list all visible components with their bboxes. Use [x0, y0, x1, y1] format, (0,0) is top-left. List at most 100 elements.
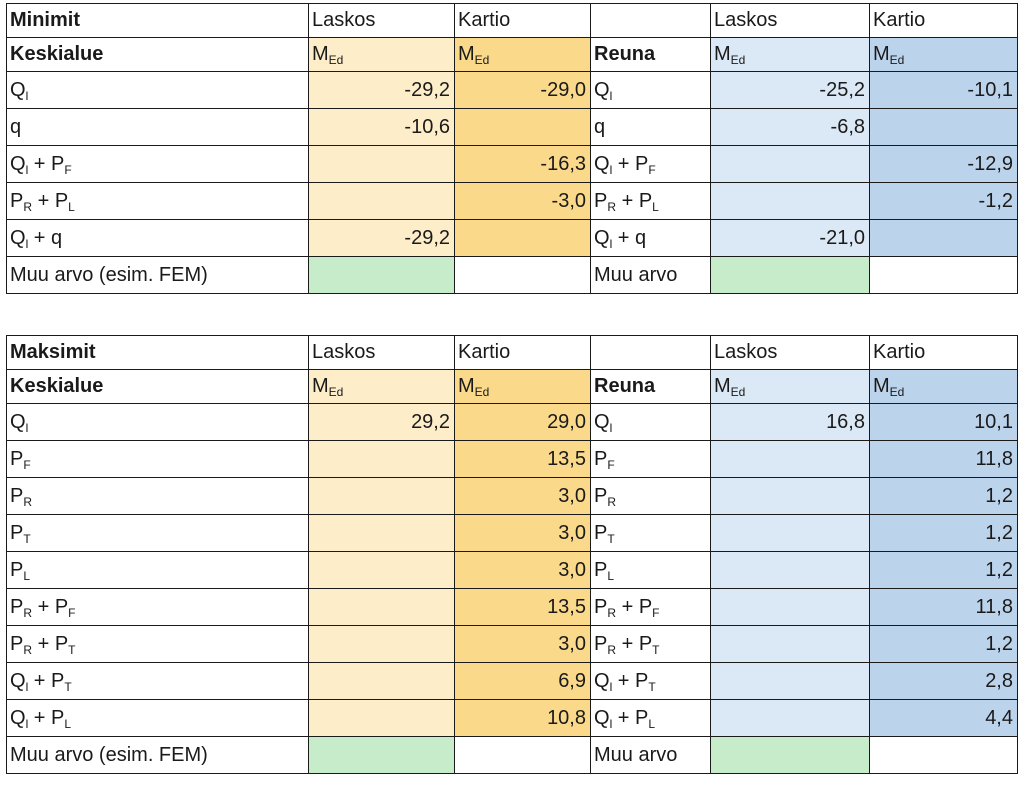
row-label-edge[interactable]: q	[590, 108, 711, 146]
value-kartio-center[interactable]	[454, 219, 591, 257]
row-label[interactable]: Ql	[6, 71, 309, 109]
value-laskos-edge[interactable]	[710, 477, 870, 515]
other-value-blank-center[interactable]	[454, 256, 591, 294]
value-laskos-edge[interactable]	[710, 182, 870, 220]
col-header-kartio-edge[interactable]: Kartio	[869, 3, 1018, 38]
section-edge-label[interactable]: Reuna	[590, 369, 711, 404]
row-label[interactable]: Ql + q	[6, 219, 309, 257]
value-laskos-edge[interactable]	[710, 440, 870, 478]
section-center-label[interactable]: Keskialue	[6, 369, 309, 404]
other-value-input-edge[interactable]	[710, 736, 870, 774]
other-value-label[interactable]: Muu arvo (esim. FEM)	[6, 256, 309, 294]
section-title[interactable]: Maksimit	[6, 335, 309, 370]
row-label[interactable]: Ql + PF	[6, 145, 309, 183]
other-value-input-edge[interactable]	[710, 256, 870, 294]
col-header-laskos[interactable]: Laskos	[308, 335, 455, 370]
value-laskos-edge[interactable]: -6,8	[710, 108, 870, 146]
row-label-edge[interactable]: PT	[590, 514, 711, 552]
row-label-edge[interactable]: Ql	[590, 71, 711, 109]
value-kartio-edge[interactable]: 1,2	[869, 625, 1018, 663]
row-label[interactable]: PL	[6, 551, 309, 589]
section-title[interactable]: Minimit	[6, 3, 309, 38]
value-kartio-edge[interactable]: 10,1	[869, 403, 1018, 441]
row-label-edge[interactable]: Ql + q	[590, 219, 711, 257]
value-laskos-center[interactable]: -29,2	[308, 219, 455, 257]
value-kartio-center[interactable]: -29,0	[454, 71, 591, 109]
value-laskos-edge[interactable]	[710, 625, 870, 663]
row-label-edge[interactable]: Ql + PT	[590, 662, 711, 700]
value-laskos-center[interactable]	[308, 551, 455, 589]
value-kartio-center[interactable]: 3,0	[454, 477, 591, 515]
value-laskos-edge[interactable]	[710, 145, 870, 183]
row-label-edge[interactable]: PF	[590, 440, 711, 478]
row-label[interactable]: PR + PT	[6, 625, 309, 663]
value-kartio-center[interactable]: 29,0	[454, 403, 591, 441]
value-kartio-edge[interactable]: 1,2	[869, 551, 1018, 589]
value-laskos-edge[interactable]: -21,0	[710, 219, 870, 257]
value-kartio-center[interactable]	[454, 108, 591, 146]
row-label[interactable]: Ql + PT	[6, 662, 309, 700]
value-laskos-center[interactable]: 29,2	[308, 403, 455, 441]
value-kartio-edge[interactable]: 2,8	[869, 662, 1018, 700]
value-kartio-center[interactable]: 10,8	[454, 699, 591, 737]
value-laskos-center[interactable]	[308, 145, 455, 183]
value-kartio-center[interactable]: 3,0	[454, 625, 591, 663]
value-laskos-edge[interactable]	[710, 662, 870, 700]
value-laskos-center[interactable]: -10,6	[308, 108, 455, 146]
value-kartio-edge[interactable]	[869, 108, 1018, 146]
value-laskos-center[interactable]	[308, 699, 455, 737]
value-kartio-edge[interactable]: -1,2	[869, 182, 1018, 220]
value-laskos-edge[interactable]	[710, 551, 870, 589]
row-label-edge[interactable]: Ql	[590, 403, 711, 441]
row-label-edge[interactable]: Ql + PF	[590, 145, 711, 183]
row-label[interactable]: PR + PL	[6, 182, 309, 220]
value-laskos-center[interactable]	[308, 477, 455, 515]
value-kartio-edge[interactable]: 11,8	[869, 440, 1018, 478]
value-laskos-edge[interactable]	[710, 514, 870, 552]
value-kartio-center[interactable]: 3,0	[454, 551, 591, 589]
row-label-edge[interactable]: PR + PL	[590, 182, 711, 220]
row-label[interactable]: Ql	[6, 403, 309, 441]
other-value-input-center[interactable]	[308, 256, 455, 294]
section-edge-label[interactable]: Reuna	[590, 37, 711, 72]
value-kartio-center[interactable]: 6,9	[454, 662, 591, 700]
col-header-laskos[interactable]: Laskos	[308, 3, 455, 38]
value-kartio-edge[interactable]: 1,2	[869, 514, 1018, 552]
value-kartio-center[interactable]: -16,3	[454, 145, 591, 183]
col-header-laskos-edge[interactable]: Laskos	[710, 3, 870, 38]
col-header-laskos-edge[interactable]: Laskos	[710, 335, 870, 370]
col-header-kartio[interactable]: Kartio	[454, 335, 591, 370]
value-kartio-edge[interactable]: 4,4	[869, 699, 1018, 737]
row-label-edge[interactable]: PR	[590, 477, 711, 515]
value-laskos-center[interactable]	[308, 588, 455, 626]
value-laskos-edge[interactable]	[710, 588, 870, 626]
value-laskos-center[interactable]: -29,2	[308, 71, 455, 109]
row-label-edge[interactable]: PR + PT	[590, 625, 711, 663]
value-kartio-center[interactable]: 3,0	[454, 514, 591, 552]
col-header-kartio-edge[interactable]: Kartio	[869, 335, 1018, 370]
other-value-input-center[interactable]	[308, 736, 455, 774]
row-label[interactable]: q	[6, 108, 309, 146]
other-value-blank-edge[interactable]	[869, 736, 1018, 774]
value-kartio-edge[interactable]: -12,9	[869, 145, 1018, 183]
value-kartio-center[interactable]: 13,5	[454, 440, 591, 478]
value-kartio-edge[interactable]: 1,2	[869, 477, 1018, 515]
row-label[interactable]: PR	[6, 477, 309, 515]
value-laskos-edge[interactable]	[710, 699, 870, 737]
other-value-label[interactable]: Muu arvo (esim. FEM)	[6, 736, 309, 774]
value-kartio-edge[interactable]: -10,1	[869, 71, 1018, 109]
row-label-edge[interactable]: PL	[590, 551, 711, 589]
value-laskos-edge[interactable]: -25,2	[710, 71, 870, 109]
other-value-blank-edge[interactable]	[869, 256, 1018, 294]
row-label-edge[interactable]: Ql + PL	[590, 699, 711, 737]
row-label[interactable]: Ql + PL	[6, 699, 309, 737]
edge-header-blank[interactable]	[590, 335, 711, 370]
value-laskos-edge[interactable]: 16,8	[710, 403, 870, 441]
value-laskos-center[interactable]	[308, 514, 455, 552]
value-kartio-center[interactable]: -3,0	[454, 182, 591, 220]
value-kartio-center[interactable]: 13,5	[454, 588, 591, 626]
value-laskos-center[interactable]	[308, 662, 455, 700]
other-value-label-edge[interactable]: Muu arvo	[590, 256, 711, 294]
edge-header-blank[interactable]	[590, 3, 711, 38]
row-label-edge[interactable]: PR + PF	[590, 588, 711, 626]
